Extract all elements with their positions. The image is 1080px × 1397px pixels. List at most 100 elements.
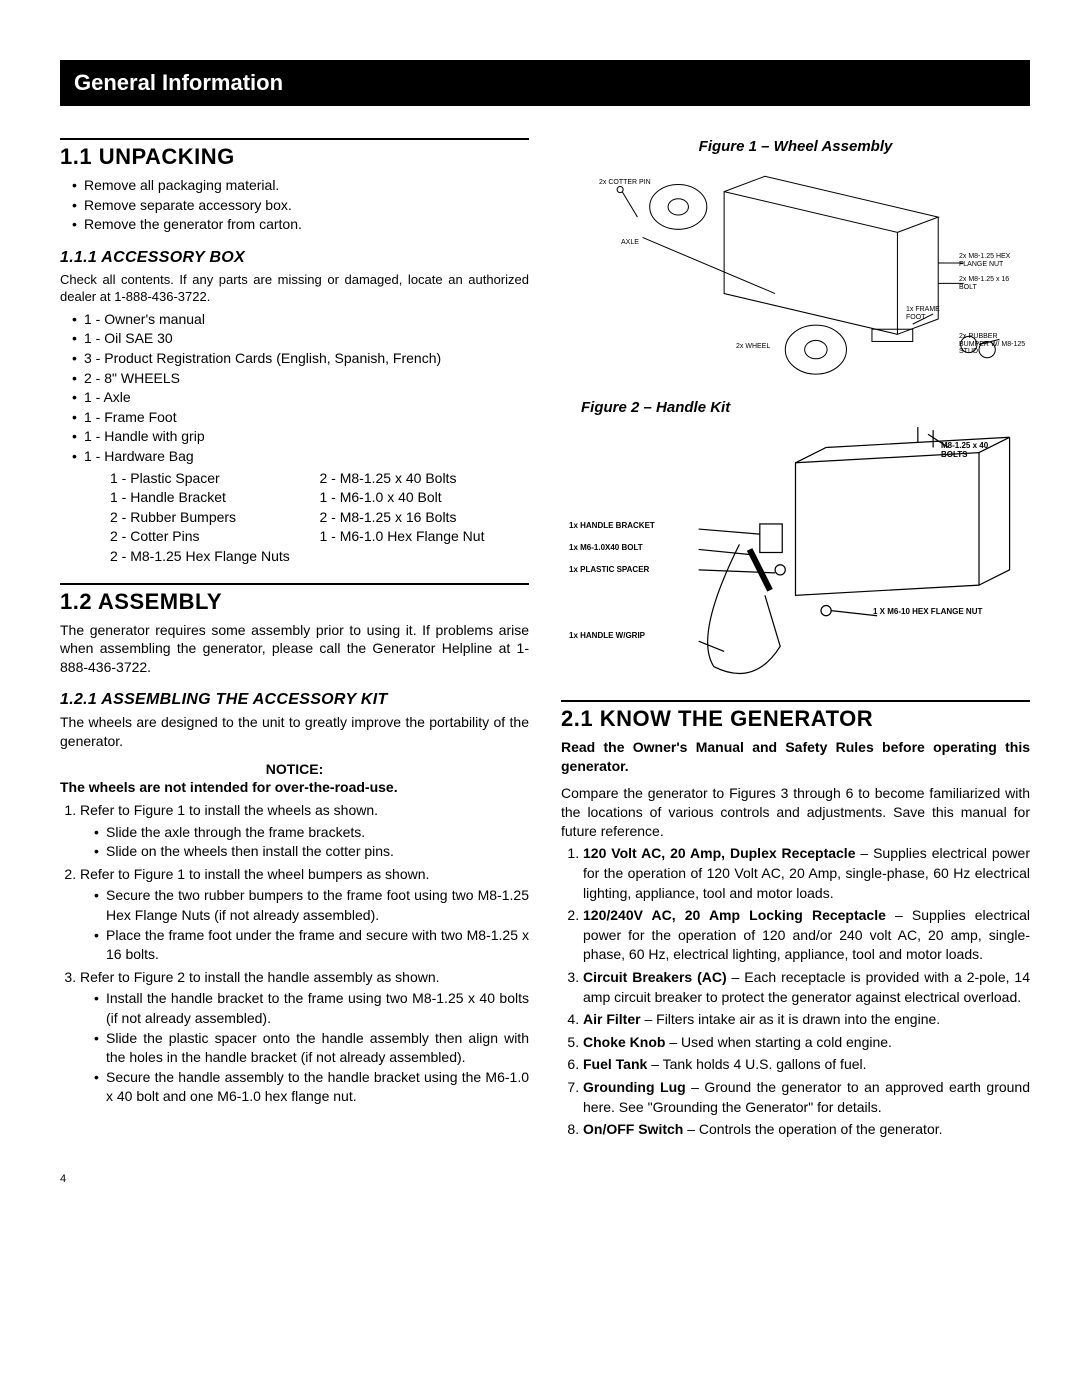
step-text: Refer to Figure 1 to install the wheel b… — [80, 866, 429, 882]
know-term: Grounding Lug — [583, 1079, 686, 1095]
sub-item: Secure the handle assembly to the handle… — [94, 1068, 529, 1107]
step-sub-list: Install the handle bracket to the frame … — [80, 989, 529, 1107]
know-term: Air Filter — [583, 1011, 641, 1027]
hw-cell: 2 - M8-1.25 Hex Flange Nuts — [110, 547, 320, 567]
know-term: 120 Volt AC, 20 Amp, Duplex Receptacle — [583, 845, 855, 861]
list-item: 2 - 8" WHEELS — [72, 369, 529, 389]
hw-cell: 1 - M6-1.0 x 40 Bolt — [320, 488, 530, 508]
step-3: Refer to Figure 2 to install the handle … — [80, 968, 529, 1107]
step-2: Refer to Figure 1 to install the wheel b… — [80, 865, 529, 965]
section-rule — [561, 700, 1030, 702]
sub-item: Slide the plastic spacer onto the handle… — [94, 1029, 529, 1068]
know-desc: – Controls the operation of the generato… — [683, 1121, 942, 1137]
fig2-label-bracket: 1x HANDLE BRACKET — [569, 522, 655, 531]
step-sub-list: Slide the axle through the frame bracket… — [80, 823, 529, 862]
hw-cell — [320, 547, 530, 567]
sub-item: Secure the two rubber bumpers to the fra… — [94, 886, 529, 925]
list-item: Remove the generator from carton. — [72, 215, 529, 235]
right-column: Figure 1 – Wheel Assembly — [561, 138, 1030, 1143]
know-list: 120 Volt AC, 20 Amp, Duplex Receptacle –… — [561, 844, 1030, 1139]
unpacking-list: Remove all packaging material. Remove se… — [60, 176, 529, 235]
handle-kit-svg — [561, 422, 1030, 687]
hw-cell: 2 - Cotter Pins — [110, 527, 320, 547]
step-text: Refer to Figure 1 to install the wheels … — [80, 802, 378, 818]
hw-cell: 2 - M8-1.25 x 16 Bolts — [320, 508, 530, 528]
hardware-grid: 1 - Plastic Spacer 2 - M8-1.25 x 40 Bolt… — [60, 469, 529, 567]
fig1-label-bolt: 2x M8-1.25 x 16 BOLT — [959, 276, 1019, 291]
notice-text: The wheels are not intended for over-the… — [60, 779, 529, 795]
assembly-intro: The generator requires some assembly pri… — [60, 621, 529, 678]
fig1-label-cotter: 2x COTTER PIN — [599, 179, 651, 187]
two-column-layout: 1.1 UNPACKING Remove all packaging mater… — [60, 138, 1030, 1143]
list-item: 1 - Frame Foot — [72, 408, 529, 428]
fig2-label-spacer: 1x PLASTIC SPACER — [569, 566, 649, 575]
list-item: Remove all packaging material. — [72, 176, 529, 196]
sub-item: Place the frame foot under the frame and… — [94, 926, 529, 965]
list-item: 1 - Axle — [72, 388, 529, 408]
step-1: Refer to Figure 1 to install the wheels … — [80, 801, 529, 862]
section-rule — [60, 583, 529, 585]
list-item: 1 - Owner's manual — [72, 310, 529, 330]
know-item: Air Filter – Filters intake air as it is… — [583, 1010, 1030, 1030]
fig2-diagram: M8-1.25 x 40 BOLTS 1x HANDLE BRACKET 1x … — [561, 422, 1030, 682]
know-term: Circuit Breakers (AC) — [583, 969, 727, 985]
notice-label: NOTICE: — [60, 761, 529, 777]
list-item: 1 - Handle with grip — [72, 427, 529, 447]
sub-item: Slide the axle through the frame bracket… — [94, 823, 529, 843]
header-title: General Information — [74, 70, 283, 95]
left-column: 1.1 UNPACKING Remove all packaging mater… — [60, 138, 529, 1143]
section-1-2-1-title: 1.2.1 ASSEMBLING THE ACCESSORY KIT — [60, 691, 529, 709]
step-text: Refer to Figure 2 to install the handle … — [80, 969, 440, 985]
know-desc: – Tank holds 4 U.S. gallons of fuel. — [647, 1056, 866, 1072]
know-desc: – Used when starting a cold engine. — [665, 1034, 891, 1050]
fig1-caption: Figure 1 – Wheel Assembly — [561, 138, 1030, 155]
know-item: Fuel Tank – Tank holds 4 U.S. gallons of… — [583, 1055, 1030, 1075]
know-term: Choke Knob — [583, 1034, 665, 1050]
list-item: Remove separate accessory box. — [72, 196, 529, 216]
know-item: 120 Volt AC, 20 Amp, Duplex Receptacle –… — [583, 844, 1030, 903]
kit-intro: The wheels are designed to the unit to g… — [60, 713, 529, 751]
sub-item: Slide on the wheels then install the cot… — [94, 842, 529, 862]
know-item: Choke Knob – Used when starting a cold e… — [583, 1033, 1030, 1053]
fig1-label-bumper: 2x RUBBER BUMPER W/ M8-125 STUD — [959, 333, 1029, 356]
header-bar: General Information — [60, 60, 1030, 106]
know-desc: – Filters intake air as it is drawn into… — [641, 1011, 941, 1027]
list-item: 1 - Hardware Bag — [72, 447, 529, 467]
know-item: Grounding Lug – Ground the generator to … — [583, 1078, 1030, 1117]
figure-1: Figure 1 – Wheel Assembly — [561, 138, 1030, 381]
fig1-label-foot: 1x FRAME FOOT — [906, 306, 946, 321]
list-item: 3 - Product Registration Cards (English,… — [72, 349, 529, 369]
section-1-1-title: 1.1 UNPACKING — [60, 144, 529, 170]
hw-cell: 2 - Rubber Bumpers — [110, 508, 320, 528]
section-1-2-title: 1.2 ASSEMBLY — [60, 589, 529, 615]
know-item: Circuit Breakers (AC) – Each receptacle … — [583, 968, 1030, 1007]
know-term: Fuel Tank — [583, 1056, 647, 1072]
sub-item: Install the handle bracket to the frame … — [94, 989, 529, 1028]
fig2-caption: Figure 2 – Handle Kit — [561, 399, 1030, 416]
assembly-steps: Refer to Figure 1 to install the wheels … — [60, 801, 529, 1107]
accessory-intro: Check all contents. If any parts are mis… — [60, 271, 529, 306]
know-intro: Compare the generator to Figures 3 throu… — [561, 784, 1030, 841]
fig2-label-grip: 1x HANDLE W/GRIP — [569, 632, 645, 641]
fig1-diagram: 2x COTTER PIN AXLE 2x WHEEL 2x M8-1.25 H… — [561, 161, 1030, 381]
list-item: 1 - Oil SAE 30 — [72, 329, 529, 349]
page-number: 4 — [60, 1173, 1030, 1185]
hw-cell: 1 - Handle Bracket — [110, 488, 320, 508]
section-1-1-1-title: 1.1.1 ACCESSORY BOX — [60, 249, 529, 267]
know-term: 120/240V AC, 20 Amp Locking Receptacle — [583, 907, 886, 923]
know-item: 120/240V AC, 20 Amp Locking Receptacle –… — [583, 906, 1030, 965]
figure-2: Figure 2 – Handle Kit — [561, 399, 1030, 682]
accessory-list: 1 - Owner's manual 1 - Oil SAE 30 3 - Pr… — [60, 310, 529, 467]
fig2-label-bolts: M8-1.25 x 40 BOLTS — [941, 442, 1001, 460]
fig1-label-wheel: 2x WHEEL — [736, 343, 770, 351]
hw-cell: 1 - M6-1.0 Hex Flange Nut — [320, 527, 530, 547]
hw-cell: 2 - M8-1.25 x 40 Bolts — [320, 469, 530, 489]
fig1-label-hexnut: 2x M8-1.25 HEX FLANGE NUT — [959, 253, 1019, 268]
step-sub-list: Secure the two rubber bumpers to the fra… — [80, 886, 529, 964]
fig2-label-m6bolt: 1x M6-1.0X40 BOLT — [569, 544, 643, 553]
know-item: On/OFF Switch – Controls the operation o… — [583, 1120, 1030, 1140]
section-rule — [60, 138, 529, 140]
know-bold-text: Read the Owner's Manual and Safety Rules… — [561, 738, 1030, 776]
section-2-1-title: 2.1 KNOW THE GENERATOR — [561, 706, 1030, 732]
fig2-label-hexnut: 1 X M6-10 HEX FLANGE NUT — [873, 608, 982, 617]
